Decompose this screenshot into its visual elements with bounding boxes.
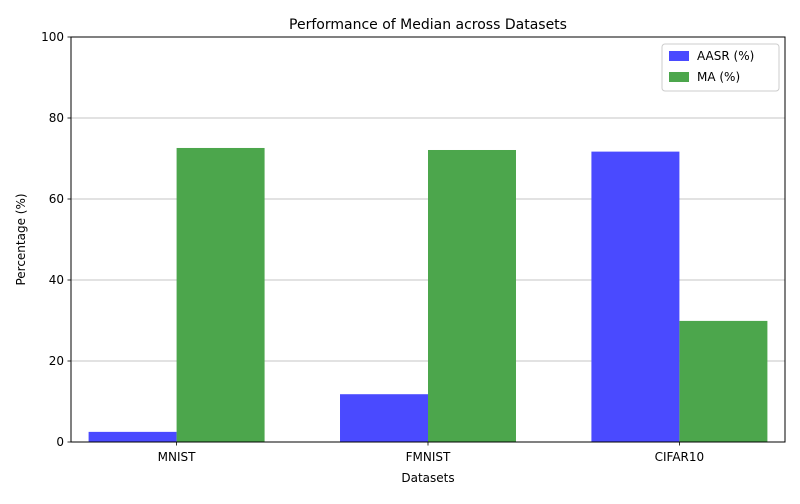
bars [88, 147, 768, 443]
bar-aasr-fmnist [340, 394, 428, 442]
legend: AASR (%) MA (%) [661, 43, 780, 92]
y-tick-label: 0 [56, 435, 64, 449]
y-tick-label: 20 [49, 354, 64, 368]
x-tick-label: MNIST [158, 450, 196, 464]
bar-ma-mnist [176, 147, 265, 442]
x-axis-ticks: MNIST FMNIST CIFAR10 [158, 442, 705, 464]
bar-aasr-mnist [88, 431, 177, 442]
y-axis-label: Percentage (%) [14, 193, 28, 285]
bar-ma-cifar10 [679, 320, 768, 442]
y-tick-label: 40 [49, 273, 64, 287]
x-tick-label: FMNIST [406, 450, 451, 464]
y-tick-label: 80 [49, 111, 64, 125]
legend-swatch-0 [669, 51, 689, 61]
bar-aasr-cifar10 [591, 151, 680, 443]
y-tick-label: 100 [41, 30, 64, 44]
legend-label: AASR (%) [697, 49, 754, 63]
bar-ma-fmnist [428, 149, 516, 442]
chart-title: Performance of Median across Datasets [289, 17, 567, 33]
y-tick-label: 60 [49, 192, 64, 206]
legend-box [661, 43, 780, 92]
y-axis-ticks: 0 20 40 60 80 100 [41, 30, 71, 449]
legend-label: MA (%) [697, 70, 740, 84]
legend-swatch-1 [669, 72, 689, 82]
x-axis-label: Datasets [401, 471, 454, 485]
x-tick-label: CIFAR10 [655, 450, 705, 464]
